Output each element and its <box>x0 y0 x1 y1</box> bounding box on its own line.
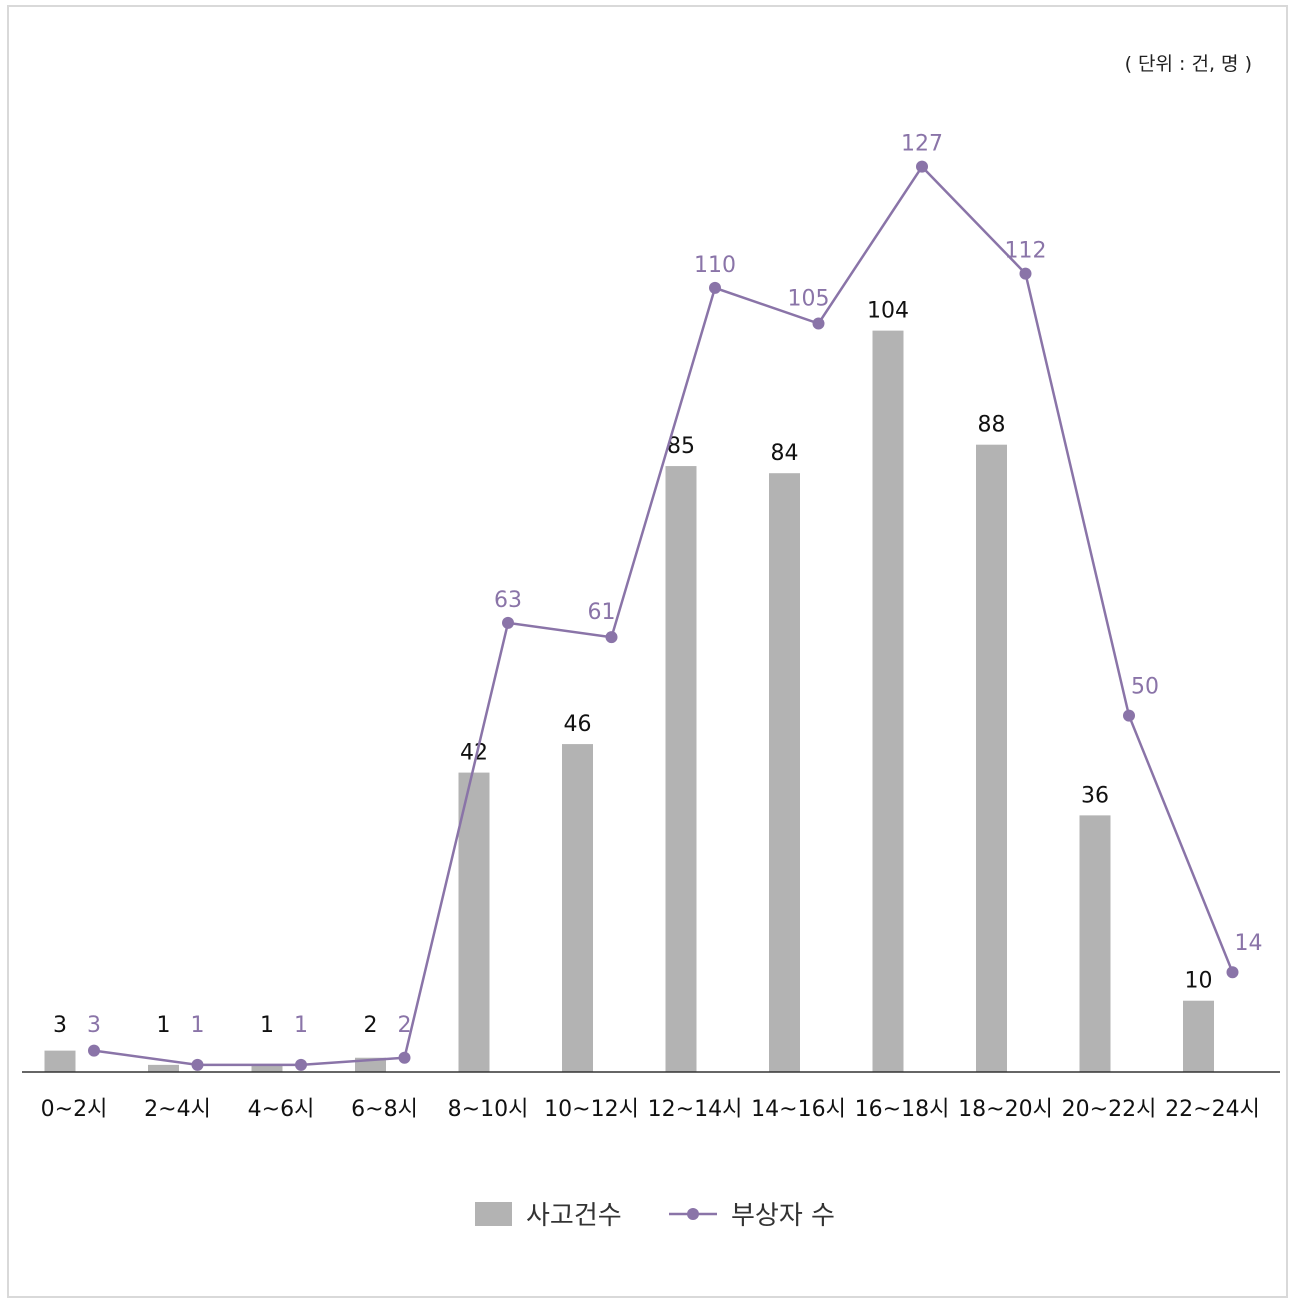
x-tick-label: 4~6시 <box>248 1097 315 1122</box>
bar-8~10시 <box>458 772 490 1072</box>
x-tick-label: 14~16시 <box>751 1097 846 1122</box>
line-point <box>295 1058 307 1071</box>
line-point <box>1226 966 1239 979</box>
line-value-label: 63 <box>494 588 522 613</box>
legend-label-accidents: 사고건수 <box>526 1201 622 1231</box>
line-value-label: 50 <box>1131 675 1159 700</box>
line-point <box>191 1058 204 1071</box>
unit-note: ( 단위 : 건, 명 ) <box>1125 53 1252 75</box>
line-value-label: 1 <box>191 1013 205 1038</box>
line-value-label: 1 <box>294 1013 308 1038</box>
bar-value-label: 104 <box>867 299 909 324</box>
legend-label-injured: 부상자 수 <box>731 1201 835 1231</box>
bar-value-label: 1 <box>260 1013 274 1038</box>
chart-frame <box>7 5 1288 1298</box>
line-value-label: 112 <box>1005 239 1047 264</box>
bar-20~22시 <box>1079 815 1111 1072</box>
bar-value-label: 2 <box>364 1013 378 1038</box>
x-tick-label: 10~12시 <box>544 1097 639 1122</box>
line-value-label: 2 <box>398 1013 412 1038</box>
line-value-label: 127 <box>901 132 943 157</box>
bar-12~14시 <box>665 466 697 1073</box>
line-value-label: 105 <box>788 287 830 312</box>
x-tick-label: 18~20시 <box>958 1097 1053 1122</box>
line-value-label: 14 <box>1235 931 1263 956</box>
line-point <box>1019 267 1032 280</box>
x-tick-label: 12~14시 <box>648 1097 743 1122</box>
line-point <box>812 317 825 330</box>
line-point <box>502 616 514 629</box>
line-value-label: 61 <box>588 600 616 625</box>
x-tick-label: 16~18시 <box>855 1097 950 1122</box>
line-point <box>398 1051 411 1064</box>
bar-value-label: 84 <box>771 441 799 466</box>
bar-22~24시 <box>1183 1000 1214 1072</box>
x-tick-label: 8~10시 <box>448 1097 529 1122</box>
legend-swatch-accidents <box>475 1202 512 1226</box>
line-value-label: 3 <box>87 1013 101 1038</box>
bar-18~20시 <box>976 444 1007 1073</box>
bar-value-label: 88 <box>978 413 1006 438</box>
legend-marker-injured <box>687 1208 699 1220</box>
bar-16~18시 <box>872 330 904 1073</box>
bar-4~6시 <box>251 1064 283 1072</box>
line-point <box>709 281 721 294</box>
bar-value-label: 36 <box>1081 783 1109 808</box>
x-tick-label: 0~2시 <box>41 1097 108 1122</box>
bar-0~2시 <box>44 1050 76 1072</box>
legend: 사고건수 부상자 수 <box>475 1201 835 1231</box>
bar-value-label: 3 <box>53 1013 67 1038</box>
x-tick-label: 22~24시 <box>1165 1097 1260 1122</box>
bar-value-label: 1 <box>157 1013 171 1038</box>
bar-14~16시 <box>769 473 800 1072</box>
x-tick-label: 2~4시 <box>144 1097 211 1122</box>
x-tick-label: 6~8시 <box>351 1097 418 1122</box>
line-point <box>88 1044 100 1057</box>
bar-10~12시 <box>562 744 593 1072</box>
line-point <box>916 160 928 173</box>
bar-value-label: 46 <box>564 712 592 737</box>
x-tick-label: 20~22시 <box>1062 1097 1157 1122</box>
line-point <box>1123 709 1135 722</box>
series-line-injured <box>93 164 1234 1067</box>
bar-2~4시 <box>148 1064 179 1072</box>
line-value-label: 110 <box>694 253 736 278</box>
bar-value-label: 10 <box>1185 969 1213 994</box>
line-point <box>605 631 618 644</box>
